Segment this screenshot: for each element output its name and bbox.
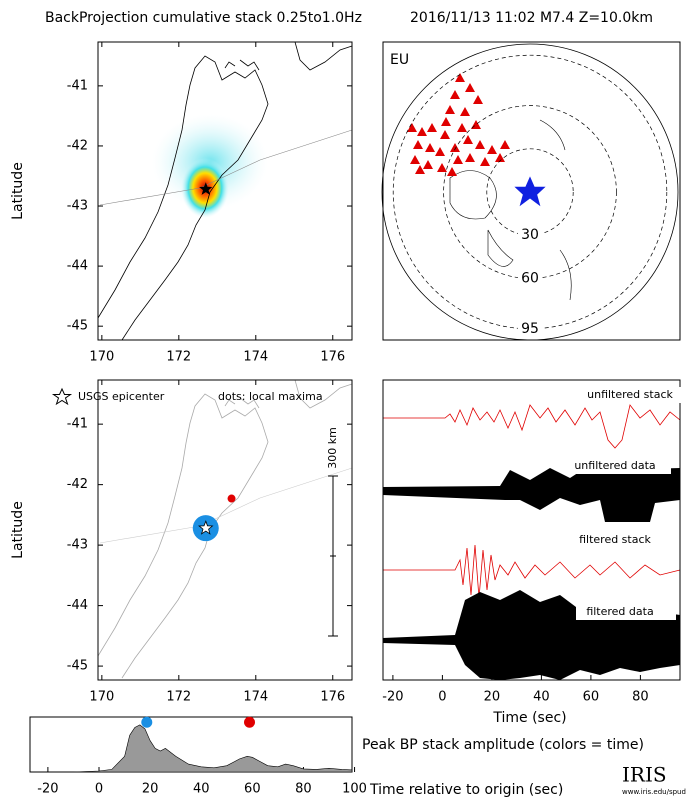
- trace-label-bg: [576, 604, 676, 620]
- epicenter: [199, 182, 213, 195]
- ring-label-bg: [518, 227, 542, 244]
- y-axis-label: Latitude: [10, 501, 26, 559]
- x-tick-label: 170: [89, 350, 114, 365]
- y-tick-label: -44: [67, 598, 88, 613]
- logo-url: www.iris.edu/spud: [622, 788, 686, 796]
- legend-text: dots: local maxima: [218, 390, 323, 403]
- x-tick-label: 176: [320, 690, 345, 705]
- ring-label: 95: [521, 321, 539, 337]
- title: BackProjection cumulative stack 0.25to1.…: [45, 10, 362, 26]
- y-tick-label: -41: [67, 78, 88, 93]
- ring-label-bg: [518, 270, 542, 287]
- y-axis-label: Latitude: [10, 162, 26, 220]
- x-tick-label: 80: [295, 782, 312, 797]
- panel-frame: [97, 379, 353, 681]
- coastline: [97, 379, 353, 679]
- y-tick-label: -45: [67, 659, 88, 674]
- x-tick-label: 100: [342, 782, 367, 797]
- region-label: EU: [390, 52, 409, 68]
- ring-label-bg: [518, 320, 542, 337]
- ring-label: 30: [521, 227, 539, 243]
- trace-label: unfiltered data: [574, 459, 655, 472]
- y-tick-label: -42: [67, 138, 88, 153]
- x-tick-label: 174: [243, 350, 268, 365]
- x-tick-label: 60: [583, 690, 600, 705]
- panel-frame: [382, 41, 681, 341]
- x-axis-label: Time (sec): [492, 710, 566, 726]
- x-tick-label: 80: [632, 690, 649, 705]
- plate-boundary: [99, 467, 353, 544]
- y-tick-label: -43: [67, 199, 88, 214]
- heatmap: [152, 114, 268, 218]
- x-tick-label: 60: [244, 782, 261, 797]
- trace-label: filtered stack: [579, 533, 651, 546]
- plate-boundary: [99, 129, 353, 206]
- scale-label: 300 km: [326, 427, 339, 469]
- panel-frame: [382, 379, 681, 681]
- legend-star: [51, 387, 73, 406]
- polar-map: [381, 43, 679, 341]
- epicenter: [198, 520, 214, 535]
- y-tick-label: -41: [67, 417, 88, 432]
- y-tick-label: -44: [67, 259, 88, 274]
- legend-text: USGS epicenter: [78, 390, 165, 403]
- x-tick-label: 174: [243, 690, 268, 705]
- local-maximum: [227, 494, 236, 503]
- trace-label-bg: [571, 458, 671, 474]
- x-tick-label: 0: [95, 782, 103, 797]
- title: 2016/11/13 11:02 M7.4 Z=10.0km: [410, 10, 653, 26]
- x-tick-label: 0: [438, 690, 446, 705]
- logo: IRIS: [622, 763, 667, 787]
- trace-label-bg: [571, 532, 671, 548]
- x-tick-label: 40: [193, 782, 210, 797]
- y-tick-label: -45: [67, 319, 88, 334]
- trace-label: filtered data: [586, 605, 653, 618]
- chart-title: Peak BP stack amplitude (colors = time): [362, 737, 644, 753]
- x-axis-label: Time relative to origin (sec): [369, 782, 563, 798]
- distance-ring: [392, 54, 668, 330]
- trace-label-bg: [586, 387, 686, 403]
- panel-frame: [29, 716, 353, 773]
- amplitude-area: [30, 724, 353, 773]
- trace-label: unfiltered stack: [587, 388, 673, 401]
- x-tick-label: 20: [484, 690, 501, 705]
- time-marker: [244, 716, 256, 728]
- x-tick-label: -20: [37, 782, 58, 797]
- y-tick-label: -42: [67, 477, 88, 492]
- x-tick-label: 172: [166, 350, 191, 365]
- x-tick-label: 176: [320, 350, 345, 365]
- distance-ring: [486, 148, 574, 236]
- ring-label: 60: [521, 270, 539, 286]
- time-marker: [141, 716, 153, 728]
- panel-frame: [97, 41, 353, 341]
- x-tick-label: 40: [533, 690, 550, 705]
- x-tick-label: 170: [89, 690, 114, 705]
- x-tick-label: -20: [382, 690, 403, 705]
- x-tick-label: 20: [142, 782, 159, 797]
- x-tick-label: 172: [166, 690, 191, 705]
- y-tick-label: -43: [67, 538, 88, 553]
